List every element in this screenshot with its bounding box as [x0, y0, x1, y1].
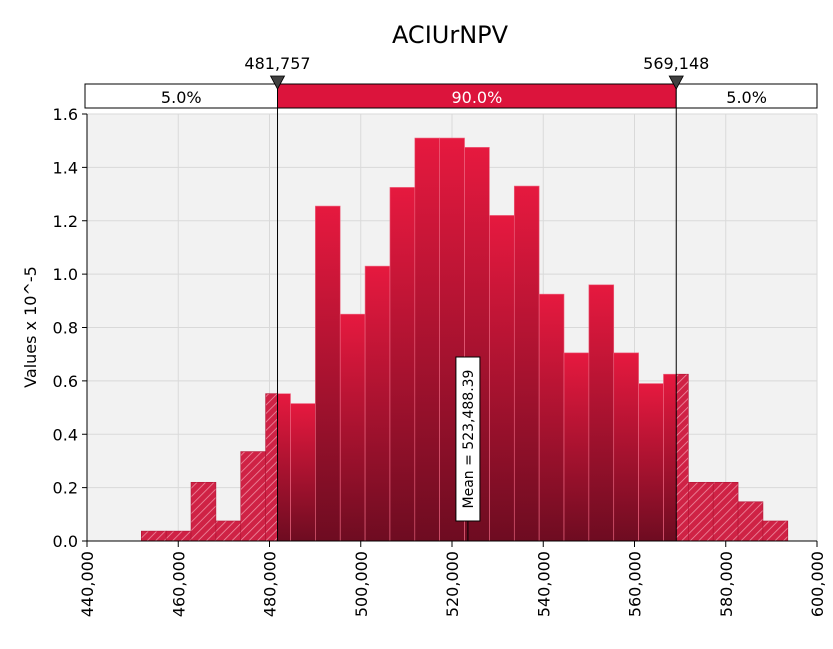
y-tick-label: 0.0: [53, 532, 78, 551]
histogram-bar: [563, 352, 590, 542]
histogram-bar: [364, 265, 391, 542]
delimiter-lines: [277, 84, 677, 541]
histogram-bar: [339, 313, 366, 542]
right-delimiter-value: 569,148: [643, 54, 709, 73]
y-tick-label: 1.0: [53, 265, 78, 284]
histogram-bar-tail: [265, 393, 278, 542]
histogram-bar: [389, 187, 416, 542]
x-tick-label: 600,000: [808, 551, 827, 617]
chart-title: ACIUrNPV: [392, 21, 509, 49]
mean-marker: Mean = 523,488.39: [455, 356, 481, 541]
histogram-bars: [140, 137, 789, 542]
y-tick-label: 0.8: [53, 319, 78, 338]
histogram-bar: [290, 403, 316, 542]
x-tick-label: 500,000: [352, 551, 371, 617]
y-tick-label: 1.6: [53, 105, 78, 124]
band-middle-label: 90.0%: [451, 88, 502, 107]
histogram-bar-tail: [140, 530, 167, 542]
histogram-bar: [277, 393, 291, 542]
x-tick-label: 460,000: [169, 551, 188, 617]
right-delimiter-handle[interactable]: [668, 75, 684, 90]
histogram-bar-tail: [190, 481, 217, 542]
histogram-bar: [613, 352, 639, 542]
left-delimiter-value: 481,757: [244, 54, 310, 73]
band-left-segment: [84, 83, 279, 109]
y-tick-label: 0.6: [53, 372, 78, 391]
histogram-bar-tail: [762, 520, 789, 542]
y-tick-label: 0.4: [53, 425, 78, 444]
histogram-bar-tail: [215, 520, 242, 542]
band-right-segment: [675, 83, 818, 109]
x-tick-label: 540,000: [534, 551, 553, 617]
histogram-bar: [663, 373, 677, 542]
histogram-bar: [588, 284, 615, 542]
histogram-bar: [638, 383, 664, 542]
x-tick-label: 580,000: [717, 551, 736, 617]
histogram-bar-tail: [675, 373, 689, 542]
histogram-bar-tail: [165, 530, 192, 542]
y-tick-label: 1.4: [53, 158, 78, 177]
y-tick-label: 0.2: [53, 479, 78, 498]
left-delimiter-handle[interactable]: [269, 75, 286, 90]
mean-label-box: [455, 356, 481, 522]
x-tick-label: 560,000: [626, 551, 645, 617]
y-axis-label: Values x 10^-5: [21, 266, 40, 388]
x-axis: 440,000 460,000 480,000 500,000 520,000 540,0…: [78, 540, 827, 617]
x-tick-label: 480,000: [261, 551, 280, 617]
histogram-bar: [513, 185, 540, 542]
band-middle-segment: [277, 83, 677, 109]
y-axis: 0.0 0.2 0.4 0.6 0.8 1.0 1.2 1.4 1.6: [53, 105, 88, 551]
percentile-band: 5.0% 90.0% 5.0%: [84, 83, 818, 109]
histogram-bar-tail: [737, 501, 764, 542]
histogram-bar: [414, 137, 440, 542]
histogram-bar-tail: [688, 481, 714, 542]
band-right-label: 5.0%: [726, 88, 767, 107]
histogram-bar: [489, 215, 515, 542]
y-tick-label: 1.2: [53, 212, 78, 231]
histogram-bar-tail: [240, 451, 266, 542]
band-left-label: 5.0%: [161, 88, 202, 107]
mean-label: Mean = 523,488.39: [461, 370, 477, 509]
x-tick-label: 440,000: [78, 551, 97, 617]
histogram-bar-tail: [712, 481, 739, 542]
histogram-bar: [315, 205, 341, 542]
histogram-bar: [538, 293, 565, 542]
x-tick-label: 520,000: [443, 551, 462, 617]
